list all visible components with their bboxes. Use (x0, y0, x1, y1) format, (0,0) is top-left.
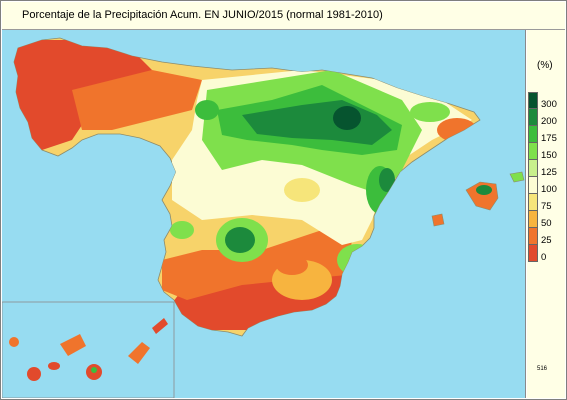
legend-class: 0 (527, 245, 565, 263)
legend-swatch (528, 245, 538, 262)
map-canvas (2, 37, 525, 398)
legend-swatch (528, 143, 538, 160)
legend-class: 25 (527, 228, 565, 246)
legend-label: 100 (541, 184, 557, 195)
legend-label: 150 (541, 150, 557, 161)
legend-swatch (528, 211, 538, 228)
legend-swatch (528, 126, 538, 143)
legend-class: 50 (527, 211, 565, 229)
legend-class: 150 (527, 143, 565, 161)
legend-label: 175 (541, 133, 557, 144)
title-bar: Porcentaje de la Precipitación Acum. EN … (2, 2, 565, 30)
legend-swatch (528, 177, 538, 194)
legend-label: 300 (541, 99, 557, 110)
legend-swatch (528, 194, 538, 211)
legend-class: 175 (527, 126, 565, 144)
legend-class: 125 (527, 160, 565, 178)
legend-class: 100 (527, 177, 565, 195)
legend-class: 200 (527, 109, 565, 127)
map-title: Porcentaje de la Precipitación Acum. EN … (22, 9, 383, 21)
map-code: 516 (537, 366, 548, 372)
legend-class: 300 (527, 92, 565, 110)
legend-label: 200 (541, 116, 557, 127)
legend-unit: (%) (537, 60, 553, 71)
legend-label: 25 (541, 235, 552, 246)
legend-swatch (528, 228, 538, 245)
legend-swatch (528, 109, 538, 126)
legend-swatch (528, 160, 538, 177)
legend-class: 75 (527, 194, 565, 212)
legend-panel: (%) 300 200 175 150 125 100 75 50 25 0 516 (527, 30, 565, 398)
balearic-islands (431, 171, 525, 227)
legend-label: 75 (541, 201, 552, 212)
precipitation-zones (14, 40, 477, 330)
legend-label: 50 (541, 218, 552, 229)
legend-label: 125 (541, 167, 557, 178)
precipitation-map (2, 30, 526, 398)
legend-label: 0 (541, 252, 547, 263)
canary-islands-inset (2, 301, 175, 398)
legend-swatch (528, 92, 538, 109)
